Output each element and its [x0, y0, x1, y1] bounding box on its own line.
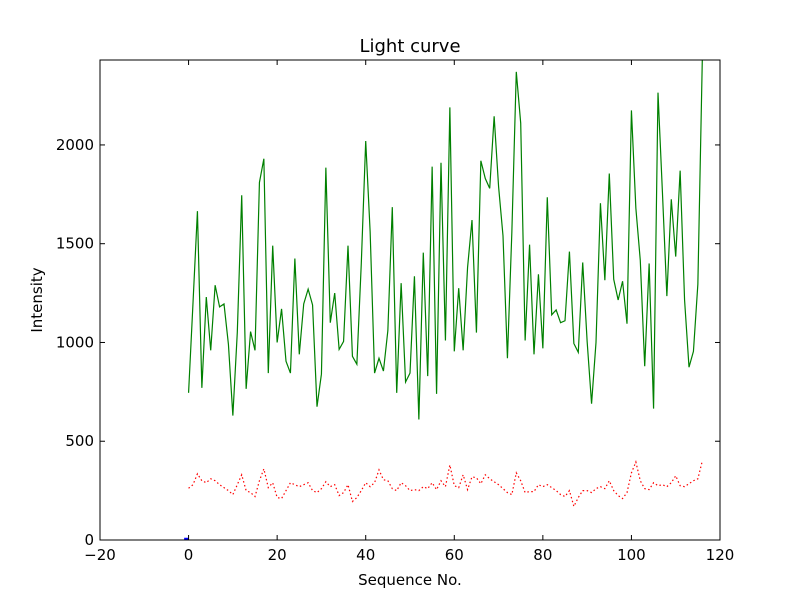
y-tick-label: 1500	[56, 235, 94, 253]
x-axis-label: Sequence No.	[358, 571, 462, 589]
chart-title: Light curve	[359, 36, 460, 57]
plot-area	[100, 60, 720, 540]
x-tick-label: 20	[268, 546, 287, 564]
y-tick-label: 2000	[56, 136, 94, 154]
x-tick-label: −20	[84, 546, 116, 564]
series-line-1	[188, 460, 703, 509]
series-line-0	[187, 59, 703, 420]
y-tick-label: 1000	[56, 333, 94, 351]
y-axis-label: Intensity	[28, 267, 46, 332]
x-tick-label: 120	[706, 546, 735, 564]
x-tick-label: 40	[356, 546, 375, 564]
x-tick-label: 100	[617, 546, 646, 564]
series-layer	[184, 59, 703, 541]
x-tick-label: 80	[533, 546, 552, 564]
y-tick-label: 500	[65, 432, 94, 450]
x-tick-label: 0	[184, 546, 194, 564]
x-tick-label: 60	[445, 546, 464, 564]
y-tick-label: 0	[84, 531, 94, 549]
plot-frame	[99, 59, 721, 541]
